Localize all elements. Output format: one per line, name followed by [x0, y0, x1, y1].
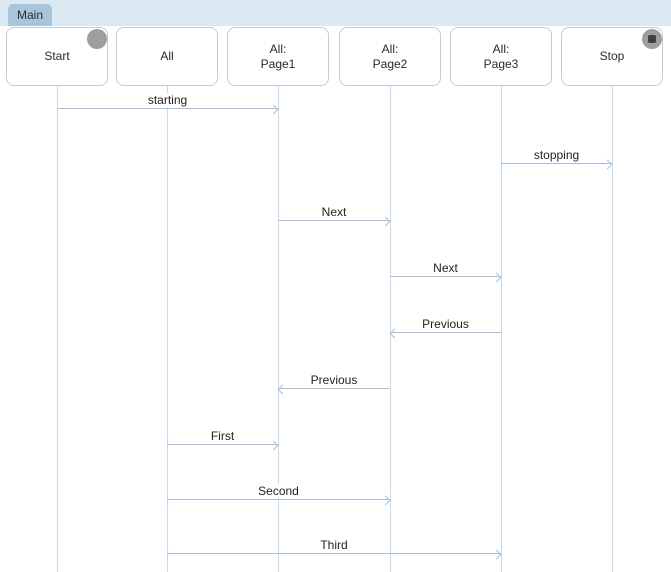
message-starting[interactable]: starting — [57, 91, 279, 114]
message-label: Previous — [419, 317, 472, 331]
message-line — [390, 332, 501, 333]
lifeline-all-page3 — [500, 86, 502, 572]
lifeline-all — [166, 86, 168, 572]
lifeline-start — [56, 86, 58, 572]
lifeline-head-label: Start — [44, 49, 70, 63]
message-next-1[interactable]: Next — [278, 203, 391, 226]
diagram-canvas[interactable]: Start All All: Page1 All: Page2 All: Pag… — [0, 26, 671, 572]
message-previous-2[interactable]: Previous — [277, 371, 390, 394]
tab-bar: Main — [0, 0, 671, 26]
message-label: Third — [317, 538, 351, 552]
lifeline-head-all-page2[interactable]: All: Page2 — [339, 27, 441, 86]
message-label: Next — [318, 205, 350, 219]
message-line — [278, 220, 390, 221]
message-label: starting — [144, 93, 191, 107]
lifeline-head-label: All: Page2 — [372, 41, 408, 71]
lifeline-head-start[interactable]: Start — [6, 27, 108, 86]
lifeline-head-label: All — [160, 49, 174, 63]
final-state-icon — [642, 29, 662, 49]
lifeline-all-page2 — [389, 86, 391, 572]
message-label: Previous — [307, 373, 361, 387]
tab-main[interactable]: Main — [8, 4, 53, 26]
lifeline-head-all-page3[interactable]: All: Page3 — [450, 27, 552, 86]
message-line — [278, 388, 390, 389]
message-next-2[interactable]: Next — [390, 259, 502, 282]
message-line — [167, 499, 390, 500]
message-line — [167, 444, 278, 445]
message-previous-1[interactable]: Previous — [389, 315, 501, 338]
message-third[interactable]: Third — [167, 536, 502, 559]
message-line — [57, 108, 278, 109]
lifeline-all-page1 — [277, 86, 279, 572]
initial-state-icon — [87, 29, 107, 49]
lifeline-head-stop[interactable]: Stop — [561, 27, 663, 86]
lifeline-head-all[interactable]: All — [116, 27, 218, 86]
lifeline-head-label: All: Page1 — [260, 41, 296, 71]
message-label: stopping — [530, 148, 583, 162]
message-label: Second — [255, 484, 302, 498]
lifeline-head-all-page1[interactable]: All: Page1 — [227, 27, 329, 86]
message-label: Next — [430, 261, 461, 275]
message-line — [167, 553, 501, 554]
message-stopping[interactable]: stopping — [501, 146, 613, 169]
final-state-square — [648, 35, 656, 43]
arrowhead-left-icon — [389, 328, 400, 338]
message-line — [501, 163, 612, 164]
lifeline-stop — [611, 86, 613, 572]
arrowhead-left-icon — [277, 384, 288, 394]
message-first[interactable]: First — [167, 427, 279, 450]
message-label: First — [207, 429, 238, 443]
lifeline-head-label: All: Page3 — [483, 41, 519, 71]
lifeline-head-label: Stop — [599, 49, 625, 63]
message-second[interactable]: Second — [167, 482, 391, 505]
message-line — [390, 276, 501, 277]
